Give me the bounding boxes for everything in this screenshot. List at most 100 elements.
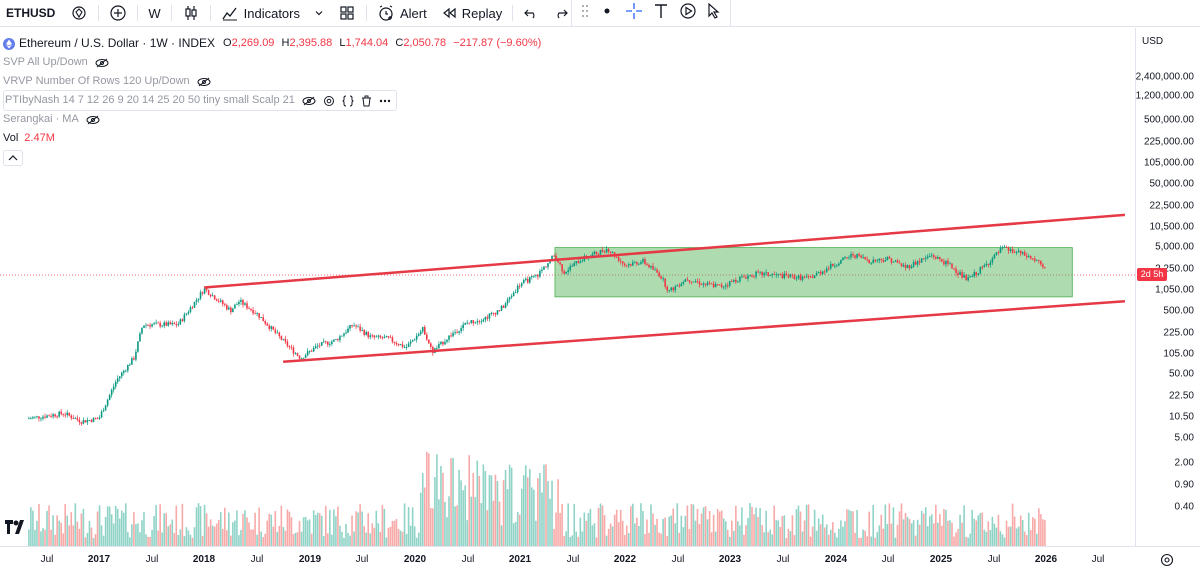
time-axis-label: Jul [566, 554, 580, 565]
undo-icon[interactable] [516, 0, 546, 27]
candle-body [773, 274, 776, 276]
candle-body [460, 328, 462, 332]
candle-body [739, 276, 741, 282]
volume-bar [739, 525, 741, 546]
candle-body [692, 281, 695, 283]
settings-icon[interactable] [323, 95, 335, 107]
indicator-row-serangkai[interactable]: Serangkai · MA [3, 110, 545, 129]
chart-settings-icon[interactable] [1160, 553, 1174, 572]
candle-body [951, 263, 953, 269]
symbol-search-button[interactable]: ETHUSD [6, 6, 56, 20]
indicator-row-vrvp[interactable]: VRVP Number Of Rows 120 Up/Down [3, 72, 545, 91]
candle-body [959, 272, 961, 275]
range-rectangle-drawing[interactable] [554, 247, 1073, 298]
candle-body [490, 312, 493, 314]
candle-body [967, 277, 969, 281]
volume-bar [440, 465, 442, 546]
volume-bar [797, 505, 800, 546]
volume-bar [718, 511, 721, 546]
price-axis[interactable]: USD 2,400,000.00 1,200,000.00 500,000.00 22… [1135, 28, 1200, 546]
candle-body [728, 281, 731, 286]
volume-bar [539, 472, 541, 546]
chevron-down-icon[interactable] [307, 0, 331, 27]
volume-bar [965, 536, 967, 546]
eye-hidden-icon[interactable] [197, 77, 211, 87]
text-tool-icon[interactable] [653, 3, 669, 24]
candle-body [298, 355, 301, 359]
more-options-icon[interactable] [379, 99, 391, 103]
volume-bar [967, 537, 969, 546]
candle-body [840, 259, 842, 264]
drag-handle-icon[interactable] [581, 4, 589, 23]
indicator-row-ptibynash[interactable]: PTIbyNash 14 7 12 26 9 20 14 25 20 50 ti… [3, 90, 545, 111]
volume-bar [733, 530, 735, 546]
source-code-icon[interactable] [342, 95, 354, 107]
time-axis-label: Jul [1091, 554, 1105, 565]
volume-legend[interactable]: Vol 2.47M [3, 129, 545, 148]
candle-body [492, 312, 495, 314]
candle-body [40, 418, 42, 420]
volume-bar [464, 485, 466, 546]
candle-body [599, 249, 602, 255]
candle-body [240, 300, 242, 302]
volume-bar [100, 525, 103, 546]
interval-button[interactable]: W [148, 5, 161, 21]
volume-bar [369, 533, 372, 546]
eye-hidden-icon[interactable] [95, 58, 109, 68]
candle-body [320, 342, 323, 346]
compare-icon[interactable] [63, 0, 95, 27]
volume-bar [906, 516, 909, 546]
symbol-title[interactable]: Ethereum / U.S. Dollar · 1W · INDEX [19, 36, 216, 50]
time-axis[interactable]: Jul 2017 Jul 2018 Jul 2019 Jul 2020 Jul 2021 Jul 20… [0, 546, 1200, 574]
candle-body [486, 317, 489, 319]
candle-body [258, 313, 260, 318]
close-value: 2,050.78 [403, 37, 447, 49]
candle-body [630, 264, 632, 266]
eye-hidden-icon[interactable] [86, 115, 100, 125]
eye-hidden-icon[interactable] [302, 96, 316, 106]
volume-bar [490, 475, 493, 546]
volume-bar [904, 512, 907, 546]
volume-bar [973, 518, 976, 546]
volume-bar [514, 521, 517, 546]
candle-body [512, 292, 515, 297]
candle-body [520, 283, 523, 287]
price-chart[interactable] [0, 28, 1135, 546]
collapse-legend-button[interactable] [3, 150, 23, 166]
volume-bar [708, 511, 711, 546]
upper-trendline-drawing[interactable] [204, 213, 1126, 289]
candle-body [419, 331, 422, 335]
replay-button[interactable]: Replay [434, 0, 509, 27]
candle-body [310, 350, 313, 352]
candle-body [125, 370, 127, 372]
volume-bar [660, 533, 662, 546]
time-axis-label: 2019 [298, 554, 322, 565]
candle-body [987, 263, 990, 265]
alert-button[interactable]: Alert [370, 0, 434, 27]
indicator-row-svp[interactable]: SVP All Up/Down [3, 53, 545, 72]
trash-icon[interactable] [361, 95, 372, 107]
crosshair-icon[interactable] [625, 2, 643, 25]
candle-body [444, 341, 446, 345]
candle-body [66, 412, 69, 416]
time-axis-label: Jul [145, 554, 159, 565]
dot-cursor-icon[interactable] [599, 3, 615, 24]
candle-body [718, 284, 721, 286]
layouts-icon[interactable] [331, 0, 363, 27]
tradingview-logo[interactable] [5, 520, 29, 539]
add-symbol-icon[interactable] [102, 0, 134, 27]
candle-body [700, 284, 703, 286]
volume-bar [423, 487, 426, 546]
pointer-icon[interactable] [707, 2, 721, 24]
volume-bar [1040, 514, 1042, 546]
lower-trendline-drawing[interactable] [283, 299, 1126, 363]
play-icon[interactable] [679, 2, 697, 25]
candles-icon[interactable] [175, 0, 207, 27]
indicators-button[interactable]: Indicators [214, 0, 307, 27]
redo-icon[interactable] [546, 0, 576, 27]
candle-body [78, 419, 81, 423]
candle-body [924, 257, 927, 259]
candle-body [765, 272, 767, 274]
candle-body [561, 264, 563, 272]
currency-label[interactable]: USD [1142, 36, 1164, 47]
